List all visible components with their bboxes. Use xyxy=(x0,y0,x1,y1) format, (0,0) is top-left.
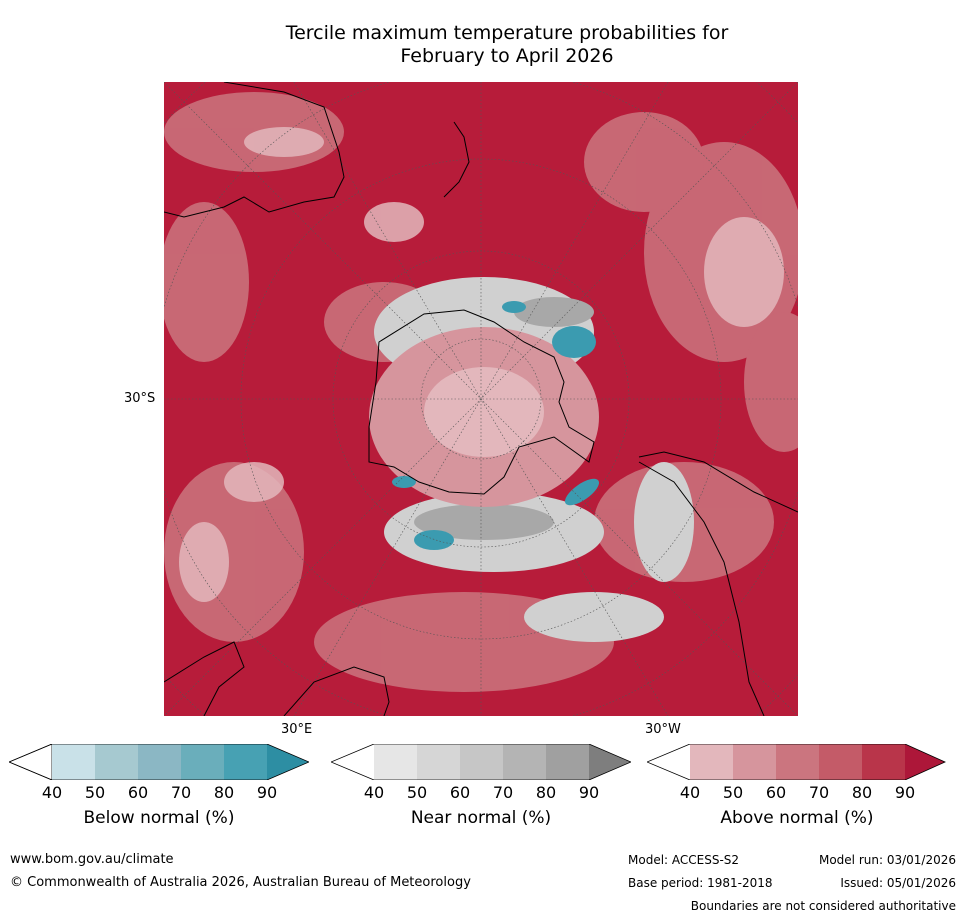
chart-title: Tercile maximum temperature probabilitie… xyxy=(164,22,850,68)
ticks-above-normal: 40 50 60 70 80 90 xyxy=(647,783,947,803)
model-name: Model: ACCESS-S2 xyxy=(628,853,740,867)
tick-label: 50 xyxy=(722,783,744,802)
model-run: Model run: 03/01/2026 xyxy=(818,853,956,867)
tick-label: 60 xyxy=(449,783,471,802)
tick-label: 90 xyxy=(894,783,916,802)
tick-label: 80 xyxy=(851,783,873,802)
title-line-2: February to April 2026 xyxy=(400,45,614,67)
colorbar-label-near: Near normal (%) xyxy=(410,808,552,828)
tick-label: 70 xyxy=(170,783,192,802)
base-period: Base period: 1981-2018 xyxy=(628,876,773,890)
tick-label: 90 xyxy=(578,783,600,802)
lon-label-30w: 30°W xyxy=(645,722,681,737)
tick-label: 90 xyxy=(256,783,278,802)
tick-label: 40 xyxy=(41,783,63,802)
tick-label: 50 xyxy=(406,783,428,802)
ticks-near-normal: 40 50 60 70 80 90 xyxy=(331,783,631,803)
tick-label: 50 xyxy=(84,783,106,802)
colorbar-label-below: Below normal (%) xyxy=(83,808,235,828)
tick-label: 60 xyxy=(127,783,149,802)
colorbar-label-above: Above normal (%) xyxy=(720,808,874,828)
issued-date: Issued: 05/01/2026 xyxy=(840,876,956,890)
tick-label: 70 xyxy=(808,783,830,802)
colorbar-above-normal xyxy=(647,744,946,780)
disclaimer: Boundaries are not considered authoritat… xyxy=(690,899,956,913)
ticks-below-normal: 40 50 60 70 80 90 xyxy=(9,783,309,803)
copyright: © Commonwealth of Australia 2026, Austra… xyxy=(10,875,471,890)
tick-label: 40 xyxy=(679,783,701,802)
title-line-1: Tercile maximum temperature probabilitie… xyxy=(285,22,729,44)
lat-label-30s: 30°S xyxy=(124,391,156,406)
tick-label: 80 xyxy=(213,783,235,802)
tick-label: 70 xyxy=(492,783,514,802)
colorbar-near-normal xyxy=(331,744,631,780)
tick-label: 80 xyxy=(535,783,557,802)
website-link[interactable]: www.bom.gov.au/climate xyxy=(10,852,174,867)
tick-label: 60 xyxy=(765,783,787,802)
colorbar-below-normal xyxy=(9,744,309,780)
tick-label: 40 xyxy=(363,783,385,802)
probability-map xyxy=(164,82,798,716)
lon-label-30e: 30°E xyxy=(281,722,313,737)
